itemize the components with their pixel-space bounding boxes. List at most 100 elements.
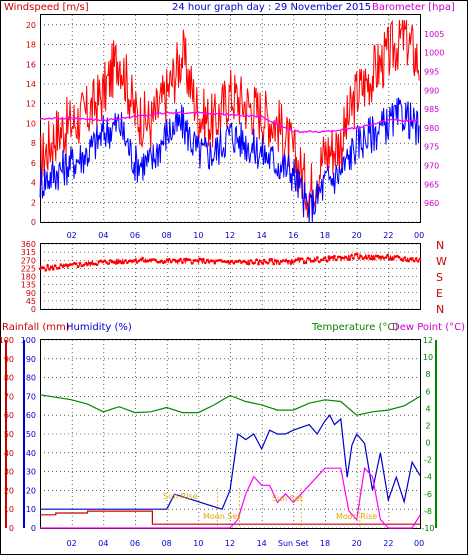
direction-point-6 [44, 269, 47, 272]
temp-ytick-0: 0 [425, 439, 430, 448]
hum-ytick-60: 60 [26, 411, 36, 420]
dir-ytick-90: 90 [26, 289, 36, 298]
hum-ytick-90: 90 [26, 355, 36, 364]
hum-ytick-70: 70 [26, 392, 36, 401]
temp-ytick-4: 4 [425, 404, 430, 413]
direction-point-146 [177, 259, 180, 262]
direction-point-244 [270, 258, 274, 261]
direction-point-122 [154, 259, 158, 262]
wind-xtick-06-2: 06 [130, 231, 140, 240]
hum-ytick-80: 80 [26, 374, 36, 383]
direction-point-266 [291, 261, 295, 264]
direction-point-276 [300, 257, 304, 261]
direction-point-192 [221, 260, 224, 263]
direction-point-264 [289, 262, 293, 265]
wind-ytick-6: 6 [31, 159, 36, 168]
direction-point-118 [150, 258, 154, 261]
baro-ytick-965: 965 [424, 180, 439, 189]
dewpoint-axis-label: Dew Point (°C) [392, 322, 465, 333]
wind-ytick-0: 0 [31, 218, 36, 227]
windspeed-axis-label: Windspeed [m/s] [4, 2, 89, 13]
dir-ytick-135: 135 [21, 281, 36, 290]
lower-xtick-6: 14 [257, 539, 267, 548]
wind-ytick-20: 20 [26, 21, 36, 30]
direction-point-110 [143, 259, 146, 263]
wind-ytick-2: 2 [31, 198, 36, 207]
direction-point-250 [276, 259, 279, 263]
direction-point-286 [310, 259, 314, 263]
wind-series-1 [39, 97, 420, 223]
direction-point-228 [255, 258, 258, 262]
lower-xtick-4: 10 [193, 539, 203, 548]
rainfall-axis-label: Rainfall (mm) [2, 322, 70, 333]
direction-point-270 [295, 258, 298, 262]
lower-xtick-5: 12 [225, 539, 235, 548]
lower-series-dewpoint [40, 466, 421, 529]
wind-xtick-08-3: 08 [162, 231, 172, 240]
wind-xtick-14-6: 14 [257, 231, 267, 240]
direction-point-358 [378, 255, 382, 259]
direction-point-50 [86, 263, 89, 267]
direction-point-172 [202, 257, 205, 261]
rain-ytick-20: 20 [4, 486, 14, 495]
wind-ytick-18: 18 [26, 41, 36, 50]
baro-ytick-980: 980 [424, 124, 439, 133]
direction-point-96 [129, 259, 133, 263]
direction-point-366 [386, 253, 390, 257]
direction-point-340 [361, 257, 365, 261]
direction-point-132 [164, 260, 167, 264]
direction-point-162 [192, 259, 196, 262]
dir-ytick-225: 225 [21, 264, 36, 273]
sun-rise-label: Sun Rise [163, 492, 198, 501]
direction-point-182 [211, 259, 215, 263]
rain-ytick-40: 40 [4, 449, 14, 458]
direction-point-42 [78, 261, 82, 265]
hum-ytick-100: 100 [21, 336, 36, 345]
wind-ytick-16: 16 [26, 60, 36, 69]
wind-series-2 [39, 111, 419, 134]
rain-ytick-10: 10 [4, 505, 14, 514]
direction-point-296 [319, 258, 323, 262]
direction-point-52 [88, 261, 91, 265]
sun-set-label: Sun Set [272, 494, 303, 503]
lower-xtick-2: 06 [130, 539, 140, 548]
direction-point-136 [167, 258, 171, 261]
rain-ytick-30: 30 [4, 468, 14, 477]
baro-ytick-1000: 1000 [424, 49, 444, 58]
direction-point-262 [287, 259, 291, 263]
humidity-axis-label: Humidity (%) [66, 322, 132, 333]
direction-point-40 [76, 265, 80, 269]
lower-xtick-9: 20 [352, 539, 362, 548]
direction-point-360 [380, 255, 384, 259]
direction-point-68 [103, 259, 106, 263]
dir-ytick-270: 270 [21, 256, 36, 265]
direction-point-126 [158, 260, 161, 264]
direction-point-4 [42, 266, 46, 270]
direction-point-240 [266, 261, 270, 265]
direction-point-48 [84, 262, 87, 265]
direction-point-66 [101, 260, 104, 264]
direction-point-314 [337, 255, 340, 259]
direction-point-398 [416, 260, 420, 263]
direction-point-242 [268, 258, 272, 261]
direction-point-344 [365, 257, 369, 260]
wind-xtick-16-7: 16 [288, 231, 298, 240]
direction-point-274 [299, 257, 302, 261]
direction-point-220 [247, 262, 251, 266]
baro-ytick-975: 975 [424, 143, 439, 152]
dir-ytick-45: 45 [26, 297, 36, 306]
hum-ytick-20: 20 [26, 486, 36, 495]
direction-point-204 [232, 261, 236, 265]
direction-point-14 [52, 268, 55, 271]
direction-point-400 [418, 257, 422, 261]
graph-title: 24 hour graph day : 29 November 2015 [172, 2, 371, 13]
direction-point-246 [272, 262, 276, 266]
temperature-axis-label: Temperature (°C) [311, 322, 398, 333]
direction-point-124 [156, 260, 160, 264]
direction-point-346 [367, 254, 371, 258]
wind-xtick-18-8: 18 [320, 231, 330, 240]
moon-set-label: Moon Set [203, 512, 240, 521]
